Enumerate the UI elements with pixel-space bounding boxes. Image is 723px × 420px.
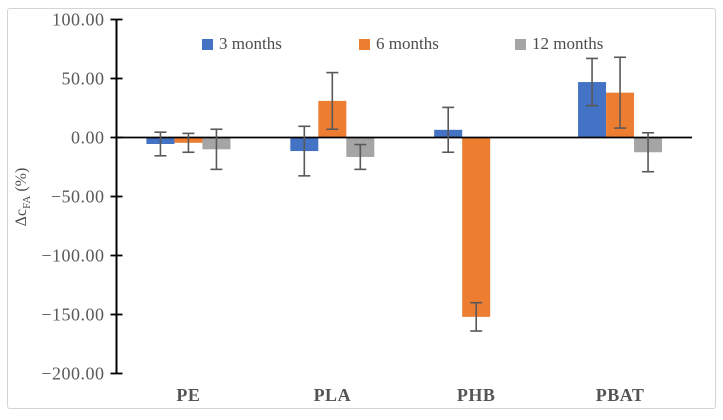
x-category-label-pe: PE: [176, 385, 200, 405]
figure-border: [7, 8, 716, 409]
x-category-label-pbat: PBAT: [596, 385, 645, 405]
legend-swatch-3-months: [202, 38, 213, 50]
y-tick-label: −150.00: [41, 305, 104, 325]
y-axis-title-subscript: FA: [21, 195, 34, 209]
x-category-label-phb: PHB: [457, 385, 496, 405]
legend-label-6-months: 6 months: [376, 34, 439, 53]
legend-swatch-6-months: [359, 38, 370, 50]
legend-entry-3-months: 3 months: [202, 35, 282, 53]
bar-6-months-phb: [462, 137, 491, 317]
y-axis-title: ΔcFA (%): [13, 145, 33, 249]
y-tick-label: −100.00: [41, 246, 104, 266]
y-axis-title-unit: (%): [13, 167, 30, 196]
y-tick-label: 50.00: [62, 69, 105, 89]
legend-entry-6-months: 6 months: [359, 35, 439, 53]
legend-label-3-months: 3 months: [219, 34, 282, 53]
x-category-label-pla: PLA: [314, 385, 352, 405]
y-tick-label: −50.00: [51, 187, 105, 207]
y-axis-title-main: Δc: [13, 208, 30, 227]
y-tick-label: 100.00: [52, 10, 105, 30]
y-tick-label: −200.00: [41, 364, 104, 384]
legend-swatch-12-months: [515, 38, 526, 50]
legend-label-12-months: 12 months: [532, 34, 604, 53]
legend-entry-12-months: 12 months: [515, 35, 603, 53]
y-tick-label: 0.00: [71, 128, 105, 148]
